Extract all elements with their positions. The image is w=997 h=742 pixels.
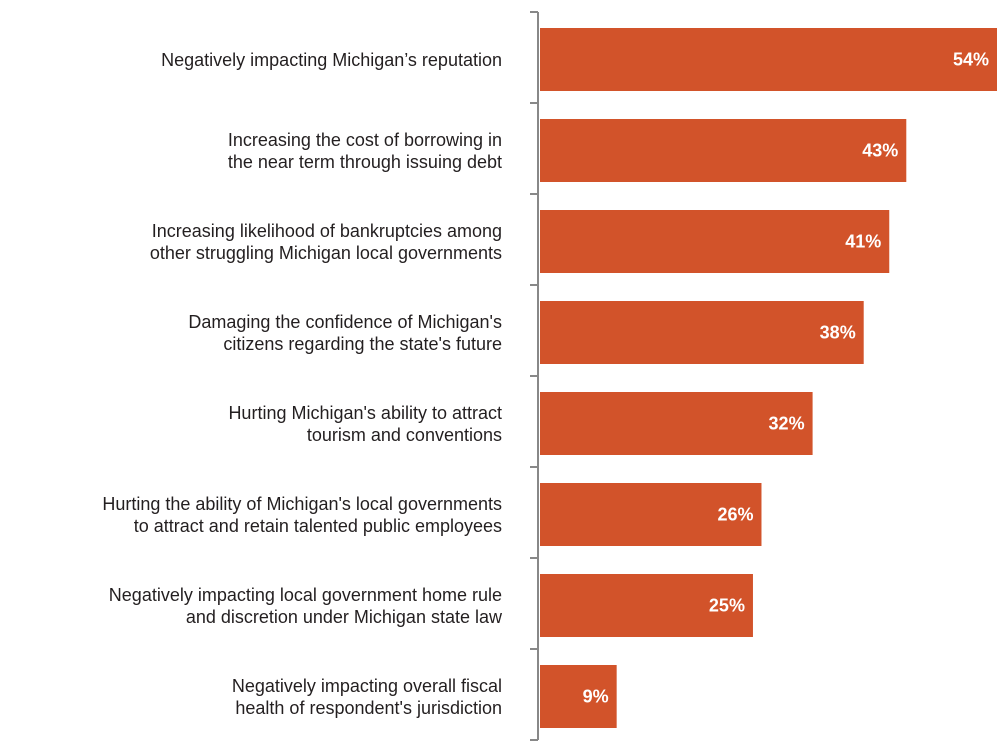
value-label: 32% (769, 413, 805, 433)
bar (540, 28, 997, 91)
value-label: 26% (717, 504, 753, 524)
category-label: Negatively impacting overall fiscal heal… (231, 675, 502, 718)
bar (540, 210, 890, 273)
category-label: Damaging the confidence of Michigan's ci… (188, 311, 502, 354)
bar (540, 665, 617, 728)
bar (540, 392, 813, 455)
bar (540, 119, 907, 182)
value-label: 25% (709, 595, 745, 615)
category-label: Hurting Michigan's ability to attract to… (228, 402, 502, 445)
category-label: Increasing likelihood of bankruptcies am… (149, 220, 502, 263)
category-label: Negatively impacting Michigan’s reputati… (161, 49, 502, 70)
value-label: 41% (845, 231, 881, 251)
value-label: 9% (583, 686, 609, 706)
category-label: Increasing the cost of borrowing in the … (227, 129, 502, 172)
bar (540, 301, 864, 364)
bar (540, 483, 762, 546)
category-label: Negatively impacting local government ho… (108, 584, 502, 627)
category-label: Hurting the ability of Michigan's local … (102, 493, 502, 536)
value-label: 43% (862, 140, 898, 160)
bar (540, 574, 753, 637)
value-label: 38% (820, 322, 856, 342)
value-label: 54% (953, 49, 989, 69)
